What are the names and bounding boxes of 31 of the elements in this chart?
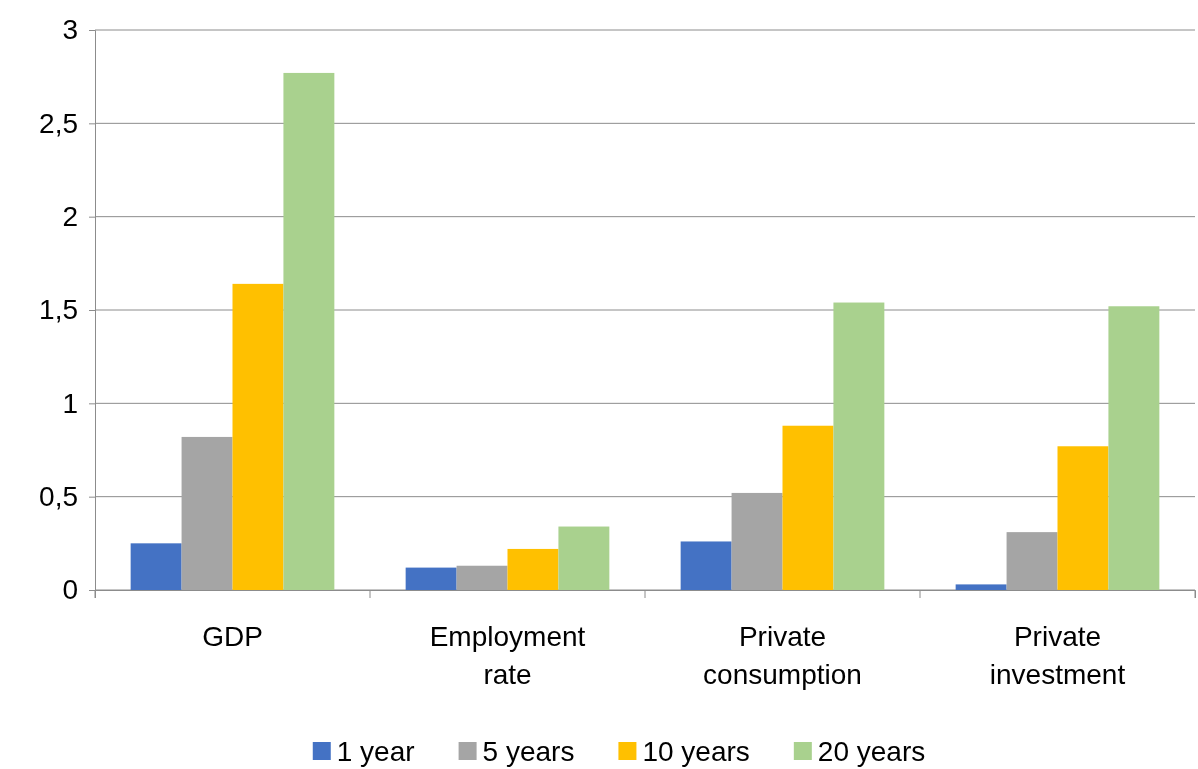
bar: [1108, 306, 1160, 590]
bar: [955, 584, 1007, 590]
y-tick-label: 3: [62, 14, 78, 46]
bar: [1057, 446, 1109, 590]
y-tick-label: 1: [62, 387, 78, 419]
x-tick-label: Private consumption: [703, 621, 862, 690]
y-tick-label: 2,5: [39, 107, 78, 139]
bar: [181, 436, 233, 590]
legend-label: 20 years: [817, 736, 926, 767]
x-tick-label: GDP: [202, 621, 263, 652]
y-tick-label: 0: [62, 574, 78, 606]
bar: [731, 492, 783, 590]
y-tick-label: 2: [62, 201, 78, 233]
x-tick-label: Employment rate: [429, 621, 586, 690]
bar: [130, 543, 182, 590]
legend-label: 1 year: [336, 736, 415, 767]
bar: [782, 425, 834, 590]
bar: [833, 302, 885, 590]
y-tick-label: 1,5: [39, 294, 78, 326]
bar: [558, 526, 610, 590]
legend-label: 10 years: [642, 736, 750, 767]
bar: [405, 567, 457, 590]
bar: [680, 541, 732, 590]
legend-label: 5 years: [482, 736, 575, 767]
y-tick-label: 0,5: [39, 481, 78, 513]
bar: [232, 283, 284, 590]
bar: [1006, 532, 1058, 590]
bar: [283, 72, 335, 590]
bar: [507, 548, 559, 590]
bar: [456, 565, 508, 590]
x-tick-label: Private investment: [989, 621, 1126, 690]
